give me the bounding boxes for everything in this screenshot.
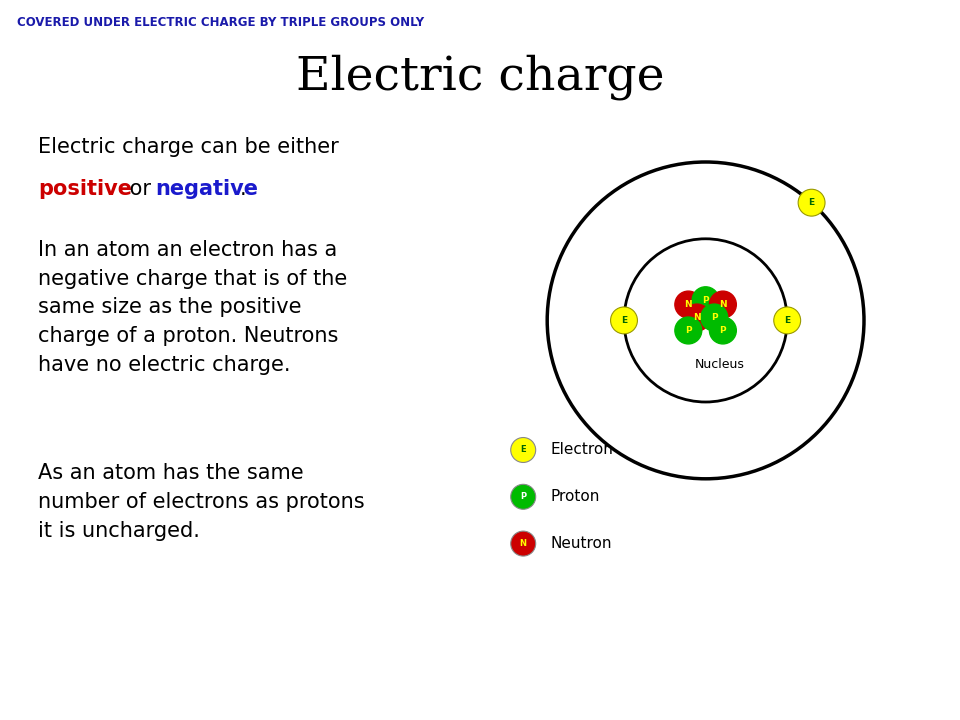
Text: E: E [520,446,526,454]
Ellipse shape [684,304,710,331]
Ellipse shape [798,189,825,216]
Text: Electron: Electron [550,443,612,457]
Text: N: N [519,539,527,548]
Ellipse shape [511,485,536,509]
Text: .: . [240,179,247,199]
Ellipse shape [511,438,536,462]
Text: P: P [711,313,717,322]
Text: Proton: Proton [550,490,599,504]
Text: E: E [621,316,627,325]
Text: positive: positive [38,179,132,199]
Text: N: N [684,300,692,309]
Ellipse shape [709,317,736,344]
Ellipse shape [511,531,536,556]
Text: In an atom an electron has a
negative charge that is of the
same size as the pos: In an atom an electron has a negative ch… [38,240,348,375]
Ellipse shape [611,307,637,334]
Text: negative: negative [156,179,258,199]
Text: or: or [123,179,157,199]
Ellipse shape [774,307,801,334]
Ellipse shape [675,317,702,344]
Text: COVERED UNDER ELECTRIC CHARGE BY TRIPLE GROUPS ONLY: COVERED UNDER ELECTRIC CHARGE BY TRIPLE … [17,16,424,29]
Text: Electric charge can be either: Electric charge can be either [38,137,339,157]
Text: P: P [720,326,726,335]
Text: Electric charge: Electric charge [296,54,664,100]
Text: E: E [784,316,790,325]
Ellipse shape [675,291,702,318]
Text: P: P [703,296,708,305]
Ellipse shape [709,291,736,318]
Ellipse shape [692,287,719,314]
Text: N: N [719,300,727,309]
Text: N: N [693,313,701,322]
Ellipse shape [701,304,728,331]
Text: E: E [808,198,815,207]
Text: As an atom has the same
number of electrons as protons
it is uncharged.: As an atom has the same number of electr… [38,463,365,541]
Text: Neutron: Neutron [550,536,612,551]
Text: Nucleus: Nucleus [695,358,745,371]
Text: P: P [685,326,691,335]
Text: P: P [520,492,526,501]
